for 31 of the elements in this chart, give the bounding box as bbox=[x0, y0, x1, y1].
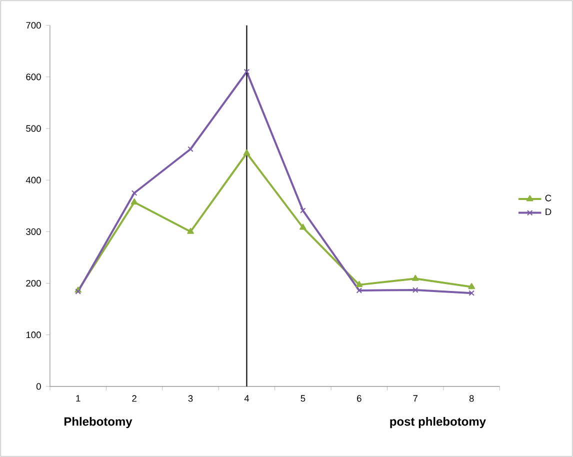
y-tick-label: 400 bbox=[26, 176, 41, 184]
point bbox=[130, 198, 138, 204]
y-tick-label: 500 bbox=[26, 125, 41, 132]
x-tick-label: 6 bbox=[357, 395, 362, 402]
x-tick-label: 5 bbox=[300, 395, 306, 402]
point bbox=[300, 208, 306, 214]
y-tick-label: 600 bbox=[26, 74, 41, 80]
legend-label: D bbox=[546, 208, 552, 215]
point bbox=[468, 282, 476, 290]
x-tick-label: 8 bbox=[469, 395, 474, 402]
point bbox=[356, 280, 363, 287]
y-tick-label: 300 bbox=[26, 228, 41, 235]
y-tick-label: 200 bbox=[26, 280, 41, 287]
point bbox=[187, 228, 194, 234]
point bbox=[412, 274, 419, 281]
x-tick-label: 4 bbox=[244, 395, 250, 402]
y-tick-label: 700 bbox=[26, 22, 41, 29]
text: Phlebotomy bbox=[64, 416, 132, 428]
x-tick-label: 3 bbox=[188, 395, 193, 402]
point bbox=[300, 224, 306, 230]
point bbox=[243, 149, 250, 156]
y-tick-label: 0 bbox=[36, 383, 41, 390]
point bbox=[412, 287, 418, 293]
x-tick-label: 7 bbox=[413, 395, 418, 402]
text: post phlebotomy bbox=[390, 416, 486, 428]
point bbox=[244, 68, 250, 75]
x-tick-label: 1 bbox=[76, 395, 80, 402]
y-tick-label: 100 bbox=[26, 332, 41, 338]
point bbox=[468, 290, 474, 296]
x-tick-label: 2 bbox=[132, 395, 136, 402]
legend-label: C bbox=[545, 194, 552, 202]
